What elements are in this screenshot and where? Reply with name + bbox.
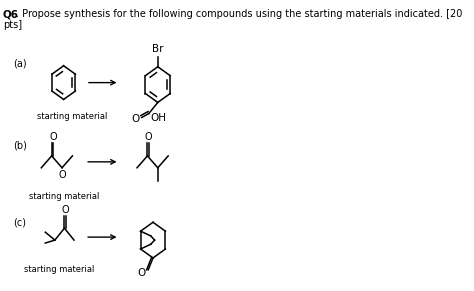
Text: Q6: Q6: [3, 9, 19, 19]
Text: O: O: [49, 132, 57, 142]
Text: starting material: starting material: [29, 191, 100, 200]
Text: O: O: [58, 170, 66, 180]
Text: (c): (c): [13, 217, 27, 227]
Text: O: O: [62, 205, 69, 215]
Text: (a): (a): [13, 59, 27, 69]
Text: starting material: starting material: [37, 112, 108, 121]
Text: Br: Br: [152, 44, 164, 54]
Text: O: O: [145, 132, 152, 142]
Text: OH: OH: [150, 113, 166, 123]
Text: . Propose synthesis for the following compounds using the starting materials ind: . Propose synthesis for the following co…: [16, 9, 462, 19]
Text: O: O: [138, 268, 146, 278]
Text: O: O: [131, 113, 139, 123]
Text: starting material: starting material: [24, 265, 94, 274]
Text: pts]: pts]: [3, 20, 22, 30]
Text: (b): (b): [13, 140, 27, 150]
